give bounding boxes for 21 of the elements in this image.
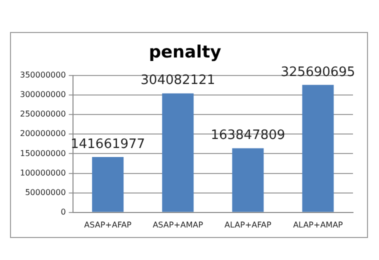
data-label: 163847809: [210, 128, 286, 144]
x-tick-label: ASAP+AFAP: [84, 220, 132, 230]
data-label: 304082121: [140, 73, 216, 88]
data-label: 325690695: [280, 64, 356, 80]
bar: [162, 93, 194, 212]
data-label: 141661977: [70, 136, 146, 152]
y-tick-label: 100000000: [20, 168, 66, 178]
x-tick-label: ALAP+AMAP: [293, 220, 344, 230]
y-tick-label: 350000000: [20, 70, 66, 80]
y-tick-label: 50000000: [25, 188, 66, 197]
x-tick-label: ALAP+AFAP: [224, 220, 272, 230]
bar: [232, 148, 264, 212]
y-tick-label: 0: [60, 207, 66, 216]
y-tick-label: 250000000: [20, 110, 66, 119]
chart-title: penalty: [148, 42, 222, 63]
bar: [302, 84, 334, 212]
bar: [92, 156, 124, 212]
y-tick-label: 150000000: [20, 148, 66, 158]
y-tick-label: 200000000: [20, 129, 66, 138]
y-tick-label: 300000000: [20, 90, 66, 100]
x-tick-label: ASAP+AMAP: [152, 220, 204, 230]
